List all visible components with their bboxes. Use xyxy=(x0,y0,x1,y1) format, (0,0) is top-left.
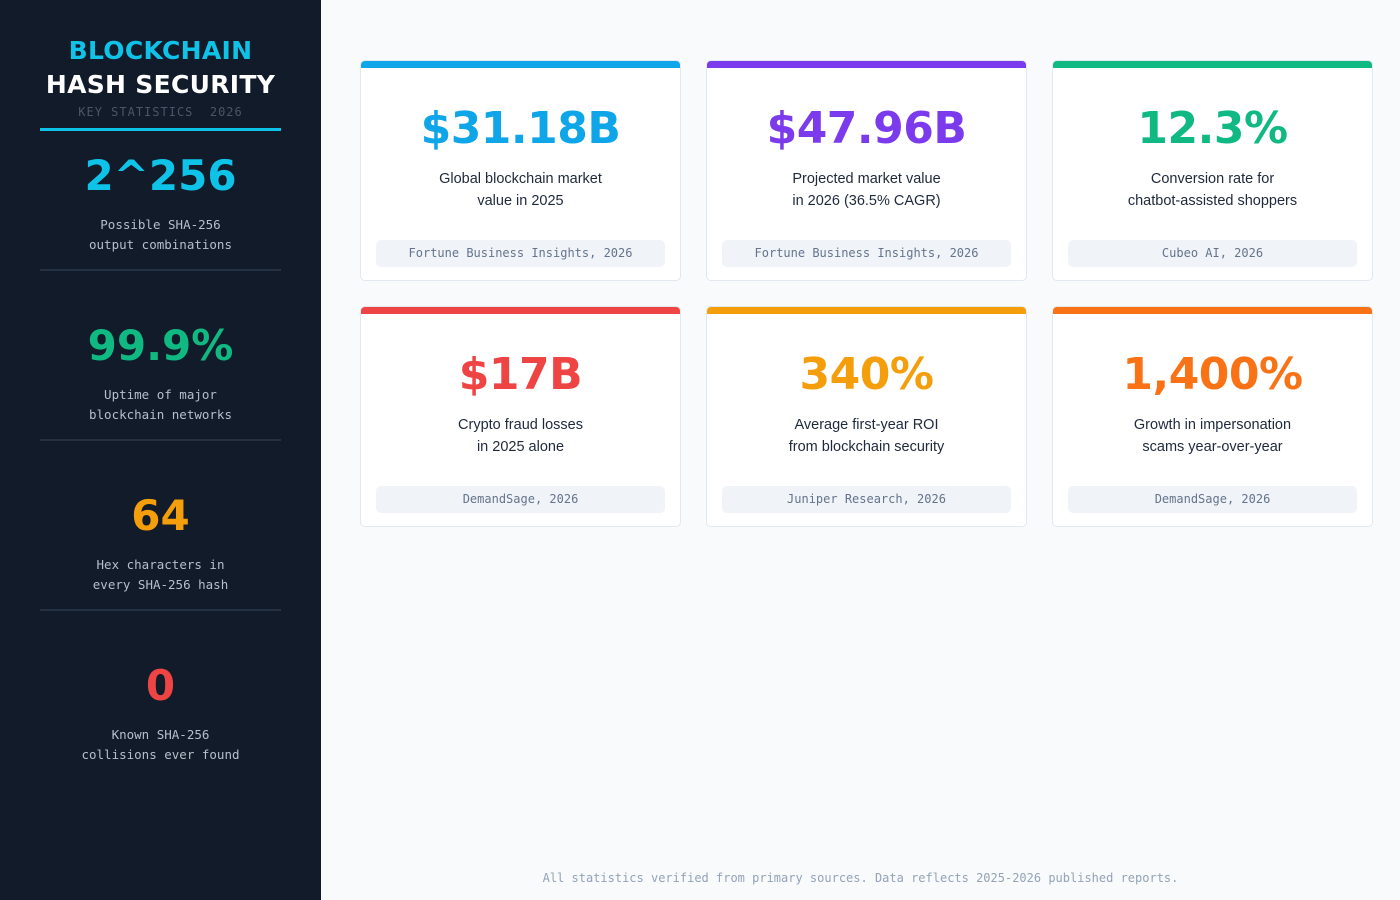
card-source-badge: Cubeo AI, 2026 xyxy=(1068,240,1357,267)
card-value: 1,400% xyxy=(1122,349,1303,400)
side-stat-collisions: 0 Known SHA-256 collisions ever found xyxy=(40,661,281,765)
card-accent-bar xyxy=(361,307,680,314)
card-source-badge: Juniper Research, 2026 xyxy=(722,486,1011,513)
stat-card-conversion-rate: 12.3% Conversion rate for chatbot-assist… xyxy=(1052,60,1373,281)
side-stat-uptime: 99.9% Uptime of major blockchain network… xyxy=(40,321,281,425)
side-stat-value: 2^256 xyxy=(84,151,237,200)
side-divider xyxy=(40,609,281,611)
card-description: Crypto fraud losses in 2025 alone xyxy=(381,414,660,458)
card-value: 340% xyxy=(799,349,934,400)
brand-title-line2: HASH SECURITY xyxy=(45,70,276,99)
side-stat-label-line2: blockchain networks xyxy=(89,407,232,422)
card-description-line1: Projected market value xyxy=(792,171,941,187)
card-description-line2: in 2025 alone xyxy=(476,439,565,455)
card-description: Average first-year ROI from blockchain s… xyxy=(727,414,1006,458)
card-description-line2: chatbot-assisted shoppers xyxy=(1127,193,1298,209)
footer-note: All statistics verified from primary sou… xyxy=(542,871,1179,885)
card-description: Conversion rate for chatbot-assisted sho… xyxy=(1073,168,1352,212)
side-stat-value: 64 xyxy=(131,491,190,540)
brand-title-line1: BLOCKCHAIN xyxy=(68,36,253,65)
stat-card-projected-value-2026: $47.96B Projected market value in 2026 (… xyxy=(706,60,1027,281)
stat-card-impersonation-growth: 1,400% Growth in impersonation scams yea… xyxy=(1052,306,1373,527)
card-accent-bar xyxy=(707,61,1026,68)
side-stat-label-line2: every SHA-256 hash xyxy=(92,577,229,592)
stat-card-market-value-2025: $31.18B Global blockchain market value i… xyxy=(360,60,681,281)
card-value: $17B xyxy=(458,349,583,400)
side-stat-sha-combinations: 2^256 Possible SHA-256 output combinatio… xyxy=(40,151,281,255)
card-value: 12.3% xyxy=(1137,103,1288,154)
card-description-line2: from blockchain security xyxy=(788,439,945,455)
brand-subtitle: KEY STATISTICS 2026 xyxy=(78,105,243,119)
card-source-badge: DemandSage, 2026 xyxy=(376,486,665,513)
card-description: Global blockchain market value in 2025 xyxy=(381,168,660,212)
card-description-line1: Growth in impersonation xyxy=(1133,417,1292,433)
side-stat-label: Known SHA-256 collisions ever found xyxy=(40,725,281,765)
card-description-line2: value in 2025 xyxy=(477,193,564,209)
side-stat-hex-characters: 64 Hex characters in every SHA-256 hash xyxy=(40,491,281,595)
side-stat-label-line1: Hex characters in xyxy=(96,557,225,572)
card-description-line1: Global blockchain market xyxy=(439,171,602,187)
stat-card-first-year-roi: 340% Average first-year ROI from blockch… xyxy=(706,306,1027,527)
side-stat-label-line2: output combinations xyxy=(89,237,232,252)
side-stat-label: Hex characters in every SHA-256 hash xyxy=(40,555,281,595)
card-source-badge: DemandSage, 2026 xyxy=(1068,486,1357,513)
side-stat-value: 0 xyxy=(145,661,176,710)
card-description-line2: in 2026 (36.5% CAGR) xyxy=(792,193,941,209)
stat-card-fraud-losses: $17B Crypto fraud losses in 2025 alone D… xyxy=(360,306,681,527)
side-divider xyxy=(40,269,281,271)
brand-accent-rule xyxy=(40,128,281,131)
card-description-line1: Average first-year ROI xyxy=(794,417,939,433)
side-stat-label-line1: Possible SHA-256 xyxy=(100,217,221,232)
card-description-line2: scams year-over-year xyxy=(1142,439,1283,455)
side-stat-label-line1: Uptime of major xyxy=(104,387,217,402)
card-description: Projected market value in 2026 (36.5% CA… xyxy=(727,168,1006,212)
card-accent-bar xyxy=(1053,61,1372,68)
side-stat-value: 99.9% xyxy=(87,321,234,370)
card-source-badge: Fortune Business Insights, 2026 xyxy=(722,240,1011,267)
card-description-line1: Crypto fraud losses xyxy=(458,417,583,433)
side-divider xyxy=(40,439,281,441)
card-accent-bar xyxy=(361,61,680,68)
card-accent-bar xyxy=(707,307,1026,314)
side-stat-label: Uptime of major blockchain networks xyxy=(40,385,281,425)
side-stat-label-line1: Known SHA-256 xyxy=(111,727,210,742)
card-value: $31.18B xyxy=(420,103,621,154)
side-stat-label-line2: collisions ever found xyxy=(81,747,240,762)
side-stat-label: Possible SHA-256 output combinations xyxy=(40,215,281,255)
card-description-line1: Conversion rate for xyxy=(1150,171,1275,187)
card-description: Growth in impersonation scams year-over-… xyxy=(1073,414,1352,458)
card-accent-bar xyxy=(1053,307,1372,314)
card-source-badge: Fortune Business Insights, 2026 xyxy=(376,240,665,267)
card-value: $47.96B xyxy=(766,103,967,154)
sidebar: BLOCKCHAIN HASH SECURITY KEY STATISTICS … xyxy=(0,0,321,900)
